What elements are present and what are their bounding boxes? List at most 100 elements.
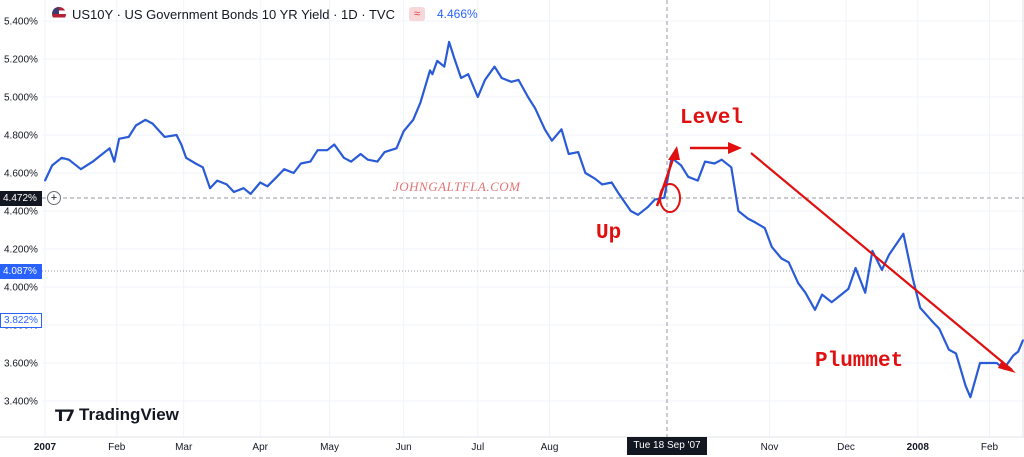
data-point [797,282,800,285]
plummet-arrow-annotation [750,152,1013,371]
data-point [747,217,749,220]
data-point [931,320,933,323]
crosshair-date-tag: Tue 18 Sep '07 [627,437,707,455]
data-point [276,175,278,178]
data-point [225,183,228,186]
data-point [266,185,269,188]
data-point [419,101,422,104]
data-point [484,79,486,81]
data-point [534,107,537,110]
data-point [912,278,914,281]
data-point [359,153,362,155]
data-point [144,118,147,121]
data-point [995,362,998,364]
us-flag-icon [52,7,66,21]
data-point [443,65,446,68]
data-point [663,196,666,199]
level-arrowhead [728,142,742,154]
data-point [787,261,790,264]
data-point [567,153,570,155]
data-point [395,147,398,150]
data-point [919,307,922,309]
data-point [955,352,957,355]
annotation-up: Up [596,222,622,245]
data-point [108,147,111,150]
data-point [209,187,211,190]
yield-series-points [44,41,1024,399]
x-tick-label: Jul [471,442,484,453]
data-point [854,267,857,269]
y-tick-label: 3.600% [4,359,38,370]
data-point [185,156,188,159]
data-point [888,253,890,256]
y-axis-labels: 5.400% 5.200% 5.000% 4.800% 4.600% 4.400% 4.20… [4,17,38,408]
data-point [350,160,352,163]
data-point [902,232,905,235]
x-tick-label: Feb [108,442,126,453]
x-tick-label: Mar [175,442,193,453]
data-point [653,198,656,201]
data-point [517,79,520,81]
data-point [551,139,553,142]
x-tick-label: 2008 [907,442,930,453]
data-point [938,327,941,330]
y-tick-label: 4.800% [4,131,38,142]
data-point [316,149,319,152]
data-point [979,362,981,364]
data-point [242,187,245,190]
data-point [249,193,252,195]
x-tick-label: Jun [396,442,412,453]
data-point [601,183,603,186]
data-point [871,250,874,252]
data-point [754,221,757,224]
data-point [838,295,840,298]
data-point [113,160,116,163]
data-point [259,181,262,184]
data-point [704,160,706,163]
x-tick-label: 2007 [34,442,57,453]
data-point [1017,350,1020,353]
symbol-title[interactable]: US10Y · US Government Bonds 10 YR Yield … [72,6,395,22]
data-point [713,162,716,165]
data-point [493,65,496,68]
y-tick-label: 5.200% [4,55,38,66]
data-point [527,96,529,98]
annotation-plummet: Plummet [815,350,904,373]
data-point [847,288,850,290]
data-point [453,56,455,58]
data-point [629,210,632,212]
data-point [127,136,130,138]
wave-icon[interactable]: ≈ [408,7,425,21]
data-point [283,168,285,171]
data-point [680,164,682,167]
data-point [594,177,596,180]
data-point [326,149,329,152]
y-tick-label: 4.200% [4,245,38,256]
data-point [804,291,807,294]
data-point [986,362,988,364]
crosshair-price-tag: 4.472% [0,191,42,206]
data-point [460,77,462,79]
data-point [964,384,967,387]
plus-icon[interactable]: + [47,191,61,205]
data-point [584,172,587,174]
data-point [194,162,197,165]
plummet-arrowhead [998,360,1016,373]
data-point [402,130,405,133]
tradingview-logo[interactable]: T7 TradingView [55,405,179,425]
annotation-level: Level [680,107,744,130]
data-point [216,179,219,182]
data-point [429,69,431,72]
data-point [821,293,823,296]
data-point [436,60,439,62]
data-point [383,151,386,154]
blue-price-tag: 4.087% [0,264,42,279]
data-point [448,41,450,43]
data-point [163,136,166,138]
data-point [201,166,204,169]
y-tick-label: 4.600% [4,169,38,180]
data-point [476,96,479,98]
data-point [151,122,154,125]
data-point [1022,339,1024,342]
